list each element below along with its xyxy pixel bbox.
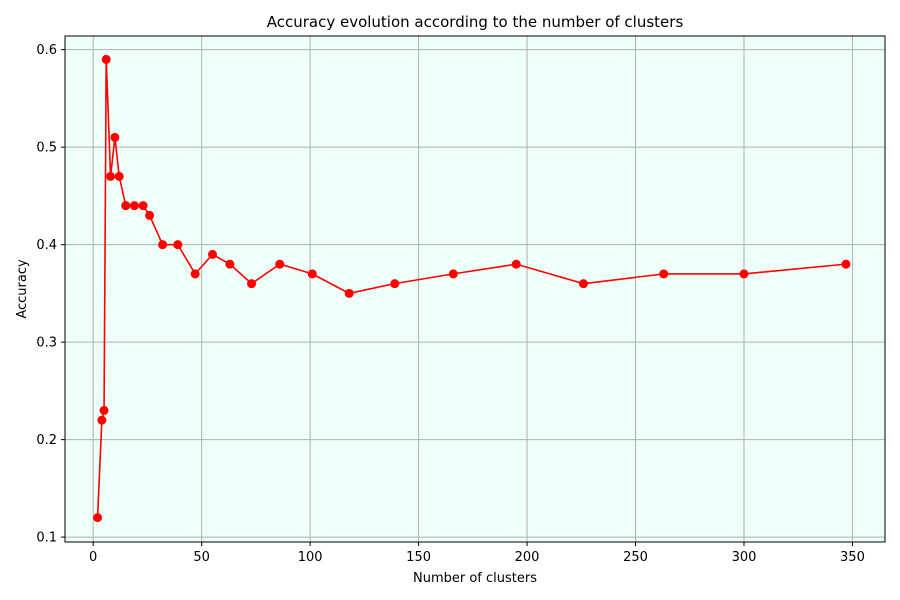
- x-tick-label: 100: [298, 550, 323, 565]
- y-tick-label: 0.4: [36, 238, 57, 253]
- data-point: [307, 269, 317, 279]
- y-tick-label: 0.5: [36, 141, 57, 156]
- data-point: [110, 132, 120, 142]
- chart-title: Accuracy evolution according to the numb…: [267, 13, 684, 31]
- x-tick-label: 150: [406, 550, 431, 565]
- data-point: [138, 201, 148, 211]
- data-point: [739, 269, 749, 279]
- data-point: [99, 405, 109, 415]
- series-layer: [93, 54, 851, 523]
- data-point: [578, 279, 588, 289]
- data-point: [390, 279, 400, 289]
- x-axis-label: Number of clusters: [413, 571, 537, 586]
- x-tick-label: 50: [193, 550, 210, 565]
- x-tick-label: 350: [840, 550, 865, 565]
- data-point: [106, 171, 116, 181]
- data-point: [145, 210, 155, 220]
- data-point: [129, 201, 139, 211]
- data-point: [208, 249, 218, 259]
- data-point: [158, 240, 168, 250]
- data-point: [173, 240, 183, 250]
- x-tick-label: 250: [623, 550, 648, 565]
- grid-lines: [65, 36, 885, 542]
- data-point: [101, 54, 111, 64]
- y-tick-label: 0.2: [36, 433, 57, 448]
- plot-area-background: [65, 36, 885, 542]
- y-axis-label: Accuracy: [15, 259, 30, 319]
- plot-area-frame: [64, 35, 886, 543]
- y-tick-label: 0.6: [36, 43, 57, 58]
- data-point: [275, 259, 285, 269]
- data-point: [121, 201, 131, 211]
- data-point: [448, 269, 458, 279]
- data-point: [344, 288, 354, 298]
- data-point: [247, 279, 257, 289]
- y-tick-label: 0.1: [36, 531, 57, 546]
- y-tick-label: 0.3: [36, 336, 57, 351]
- data-point: [841, 259, 851, 269]
- x-tick-label: 300: [732, 550, 757, 565]
- data-point: [225, 259, 235, 269]
- y-axis: 0.1 0.2 0.3 0.4 0.5 0.6: [36, 43, 65, 546]
- data-point: [511, 259, 521, 269]
- data-point: [190, 269, 200, 279]
- x-tick-label: 0: [89, 550, 97, 565]
- data-point: [93, 513, 103, 523]
- data-point: [659, 269, 669, 279]
- data-point: [97, 415, 107, 425]
- data-point: [114, 171, 124, 181]
- x-axis: 0 50 100 150 200 250 300 350: [89, 542, 865, 565]
- x-tick-label: 200: [515, 550, 540, 565]
